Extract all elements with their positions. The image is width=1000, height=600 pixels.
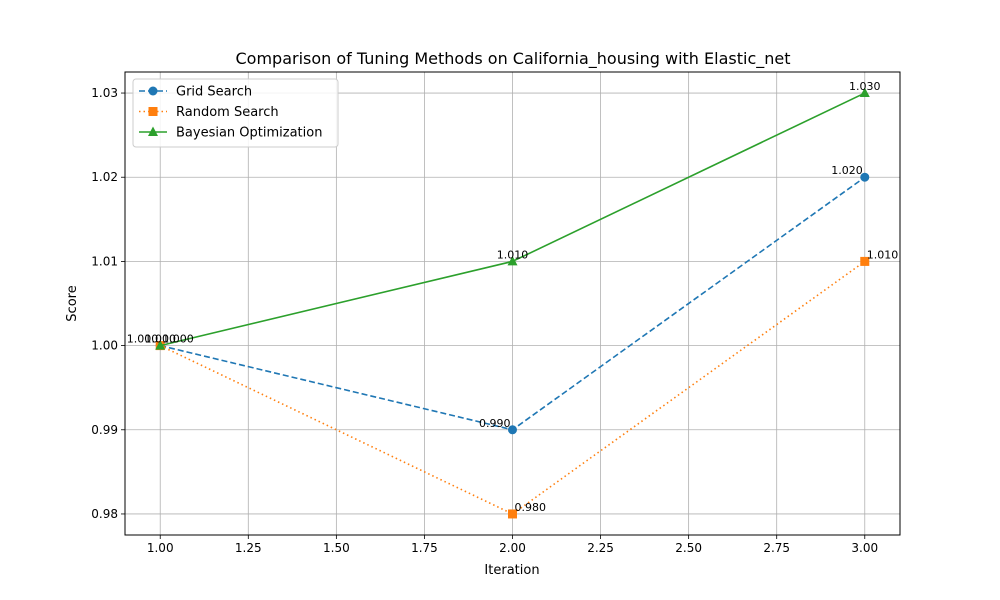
data-point bbox=[507, 255, 518, 266]
data-label: 1.020 bbox=[831, 164, 863, 177]
data-labels: 1.000 0.990 1.020 1.000 0.980 1.010 1.000 1.010… bbox=[127, 80, 899, 514]
legend-label: Grid Search bbox=[176, 85, 252, 100]
x-tick-label: 3.00 bbox=[851, 541, 878, 555]
legend-marker bbox=[148, 86, 158, 96]
data-point bbox=[860, 256, 870, 266]
data-label: 1.000 bbox=[144, 333, 176, 346]
x-tick-label: 1.25 bbox=[235, 541, 262, 555]
x-tick-label: 2.00 bbox=[499, 541, 526, 555]
legend: Grid Search Random Search Bayesian Optimiz… bbox=[132, 78, 339, 148]
data-label: 1.000 bbox=[162, 333, 194, 346]
data-label: 1.030 bbox=[849, 80, 881, 93]
y-tick-label: 1.01 bbox=[91, 254, 118, 268]
x-tick-label: 2.25 bbox=[587, 541, 614, 555]
data-label: 1.010 bbox=[867, 248, 899, 261]
x-tick-label: 1.00 bbox=[147, 541, 174, 555]
data-point bbox=[508, 509, 517, 519]
y-tick-label: 0.99 bbox=[91, 423, 118, 437]
y-tick-label: 0.98 bbox=[91, 507, 118, 521]
data-point bbox=[508, 425, 517, 435]
data-point bbox=[860, 172, 870, 182]
x-tick-label: 2.50 bbox=[675, 541, 702, 555]
series-layer bbox=[155, 87, 870, 519]
data-point bbox=[155, 340, 166, 350]
legend-label: Bayesian Optimization bbox=[176, 126, 322, 141]
series-bayesian-optimization bbox=[155, 87, 870, 350]
x-tick-label: 1.75 bbox=[411, 541, 438, 555]
data-label: 1.000 bbox=[127, 333, 159, 346]
legend-item: Bayesian Optimization bbox=[139, 126, 322, 141]
legend-box bbox=[132, 78, 339, 148]
y-tick-label: 1.00 bbox=[91, 339, 118, 353]
data-label: 0.980 bbox=[515, 501, 547, 514]
legend-item: Grid Search bbox=[139, 85, 252, 100]
x-tick-label: 2.75 bbox=[763, 541, 790, 555]
data-label: 1.010 bbox=[497, 248, 529, 261]
legend-label: Random Search bbox=[176, 105, 279, 120]
legend-marker bbox=[148, 107, 158, 116]
chart-title: Comparison of Tuning Methods on Californ… bbox=[236, 49, 791, 69]
x-axis-label: Iteration bbox=[484, 563, 539, 578]
y-tick-label: 1.03 bbox=[91, 86, 118, 100]
y-tick-label: 1.02 bbox=[91, 170, 118, 184]
legend-marker bbox=[148, 126, 158, 136]
data-point bbox=[859, 87, 870, 98]
y-axis: 0.98 0.99 1.00 1.01 1.02 1.03 bbox=[91, 86, 125, 521]
x-axis: 1.00 1.25 1.50 1.75 2.00 2.25 2.50 2.75 3.00 bbox=[147, 535, 878, 555]
y-axis-label: Score bbox=[65, 285, 80, 321]
legend-item: Random Search bbox=[139, 105, 279, 120]
data-label: 0.990 bbox=[479, 417, 511, 430]
x-tick-label: 1.50 bbox=[323, 541, 350, 555]
